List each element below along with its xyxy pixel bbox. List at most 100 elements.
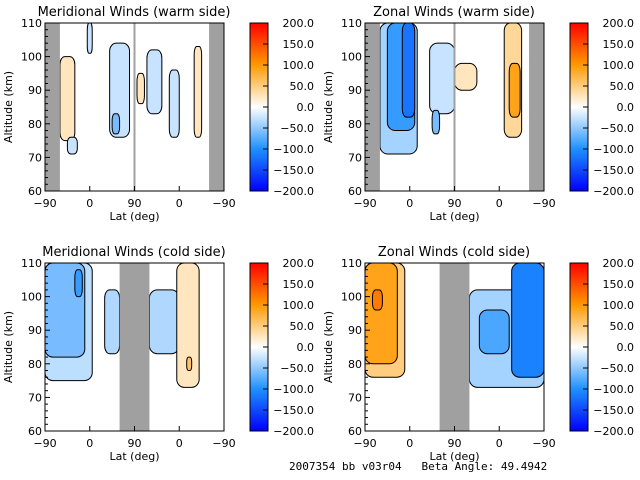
colorbar-tick-label: 0.0 — [617, 341, 635, 354]
y-tick-label: 60 — [348, 425, 362, 438]
y-tick-label: 100 — [21, 51, 42, 64]
y-axis-label: Altitude (km) — [2, 71, 15, 143]
colorbar-tick-label: 100.0 — [283, 299, 315, 312]
colorbar-tick-label: 100.0 — [283, 59, 315, 72]
x-tick-label: 0 — [496, 437, 503, 450]
colorbar-tick-label: 0.0 — [617, 101, 635, 114]
x-tick-label: 90 — [448, 197, 462, 210]
contour-region — [401, 23, 416, 118]
colorbar-tick-label: −150.0 — [273, 164, 314, 177]
y-axis-label: Altitude (km) — [322, 311, 335, 383]
contour-region — [186, 356, 193, 372]
y-tick-label: 110 — [21, 257, 42, 270]
colorbar-tick-label: 200.0 — [283, 257, 315, 270]
contour-region — [431, 109, 441, 135]
colorbar-tick-label: −100.0 — [593, 143, 634, 156]
colorbar-tick-label: −150.0 — [593, 164, 634, 177]
contour-region — [454, 62, 478, 91]
x-tick-label: 90 — [128, 437, 142, 450]
y-axis-label: Altitude (km) — [2, 311, 15, 383]
chart-panel-3: Meridional Winds (cold side) 60 70 80 90 100 1… — [2, 245, 314, 463]
x-tick-label: −90 — [33, 437, 56, 450]
colorbar-tick-label: −150.0 — [273, 404, 314, 417]
y-tick-label: 70 — [348, 151, 362, 164]
y-tick-label: 110 — [341, 257, 362, 270]
no-data-region — [439, 263, 470, 431]
y-tick-label: 90 — [348, 324, 362, 337]
colorbar-tick-label: 200.0 — [283, 17, 315, 30]
y-tick-label: 70 — [28, 391, 42, 404]
y-tick-label: 90 — [28, 84, 42, 97]
contour-region — [168, 69, 180, 138]
colorbar: 200.0 150.0 100.0 50.0 0.0 −50.0 −100.0 −150.0 −… — [249, 17, 315, 198]
contour-region — [371, 289, 383, 311]
y-tick-label: 100 — [341, 291, 362, 304]
y-tick-label: 60 — [28, 185, 42, 198]
y-tick-label: 70 — [28, 151, 42, 164]
contour-region — [59, 56, 76, 142]
no-data-region — [119, 263, 150, 431]
colorbar-tick-label: 50.0 — [610, 80, 635, 93]
y-tick-label: 80 — [348, 358, 362, 371]
x-tick-label: 0 — [86, 437, 93, 450]
colorbar: 200.0 150.0 100.0 50.0 0.0 −50.0 −100.0 −150.0 −… — [569, 17, 635, 198]
no-data-region — [365, 23, 380, 191]
x-tick-label: −90 — [33, 197, 56, 210]
x-tick-label: 90 — [128, 197, 142, 210]
contour-region — [74, 269, 83, 298]
colorbar-tick-label: 150.0 — [283, 38, 315, 51]
colorbar-tick-label: 50.0 — [610, 320, 635, 333]
colorbar-tick-label: −100.0 — [593, 383, 634, 396]
contour-region — [176, 263, 200, 388]
chart-title: Zonal Winds (cold side) — [378, 245, 530, 260]
plot-area — [45, 263, 200, 431]
contour-region — [66, 136, 78, 155]
contour-region — [86, 23, 93, 54]
colorbar: 200.0 150.0 100.0 50.0 0.0 −50.0 −100.0 −150.0 −… — [569, 257, 635, 438]
no-data-region — [529, 23, 544, 191]
footer-caption: 2007354 bb v03r04 Beta Angle: 49.4942 — [289, 460, 548, 473]
colorbar-tick-label: −50.0 — [280, 362, 314, 375]
x-tick-label: 0 — [86, 197, 93, 210]
colorbar-tick-label: 100.0 — [603, 299, 635, 312]
colorbar-tick-label: −100.0 — [273, 383, 314, 396]
colorbar-tick-label: 150.0 — [603, 278, 635, 291]
colorbar-tick-label: 150.0 — [603, 38, 635, 51]
x-tick-label: −90 — [353, 197, 376, 210]
colorbar: 200.0 150.0 100.0 50.0 0.0 −50.0 −100.0 −150.0 −… — [249, 257, 315, 438]
colorbar-tick-label: 0.0 — [297, 101, 315, 114]
y-tick-label: 60 — [348, 185, 362, 198]
y-tick-label: 100 — [341, 51, 362, 64]
x-tick-label: 0 — [406, 437, 413, 450]
x-tick-label: −90 — [532, 197, 555, 210]
colorbar-tick-label: −50.0 — [280, 122, 314, 135]
colorbar-tick-label: −50.0 — [600, 362, 634, 375]
colorbar-tick-label: 150.0 — [283, 278, 315, 291]
contour-region — [511, 263, 544, 378]
contour-region — [111, 113, 121, 135]
x-tick-label: 0 — [406, 197, 413, 210]
x-axis-label: Lat (deg) — [110, 450, 160, 463]
x-tick-label: 0 — [496, 197, 503, 210]
colorbar-tick-label: 200.0 — [603, 17, 635, 30]
colorbar-tick-label: 200.0 — [603, 257, 635, 270]
y-axis-label: Altitude (km) — [322, 71, 335, 143]
colorbar-tick-label: 0.0 — [297, 341, 315, 354]
y-tick-label: 90 — [28, 324, 42, 337]
plot-area — [365, 23, 544, 191]
x-tick-label: −90 — [212, 197, 235, 210]
chart-title: Zonal Winds (warm side) — [373, 5, 535, 20]
contour-region — [146, 49, 163, 115]
y-tick-label: 70 — [348, 391, 362, 404]
contour-region — [104, 289, 121, 355]
chart-panel-1: Meridional Winds (warm side) 60 70 80 90 100 1… — [2, 5, 314, 223]
colorbar-tick-label: −200.0 — [273, 185, 314, 198]
contour-region — [478, 309, 510, 355]
colorbar-tick-label: 50.0 — [290, 80, 315, 93]
x-axis-label: Lat (deg) — [430, 450, 480, 463]
colorbar-tick-label: −150.0 — [593, 404, 634, 417]
colorbar-tick-label: −200.0 — [593, 425, 634, 438]
x-axis-label: Lat (deg) — [110, 210, 160, 223]
colorbar-tick-label: −200.0 — [273, 425, 314, 438]
